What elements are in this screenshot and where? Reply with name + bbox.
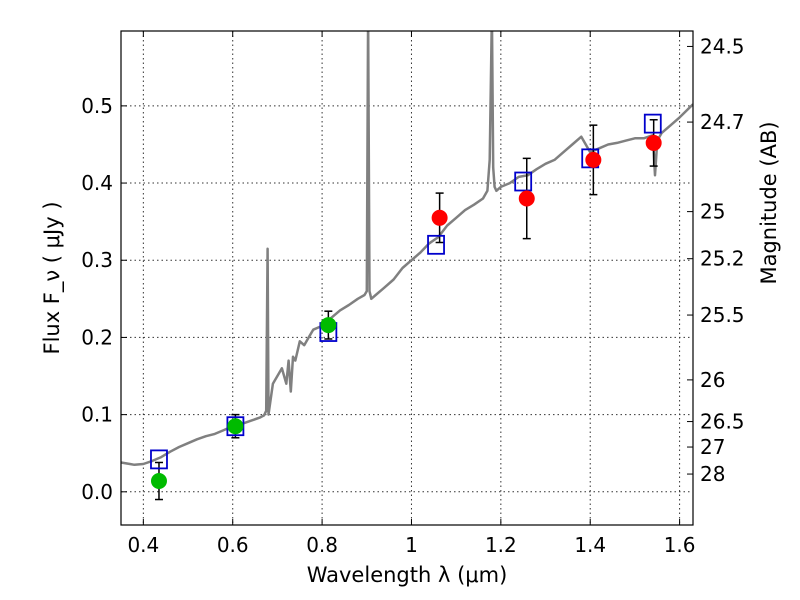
y-tick-label: 0.5 — [81, 94, 113, 118]
x-tick-label: 0.8 — [306, 533, 338, 557]
model-square — [514, 171, 533, 192]
plot-frame — [120, 30, 694, 526]
data-point — [518, 190, 535, 207]
right-tick-label: 26 — [700, 368, 725, 392]
model-square — [643, 113, 662, 134]
x-tick-label: 1.6 — [664, 533, 696, 557]
data-point — [585, 151, 602, 168]
plot-data — [121, 31, 693, 467]
y-tick-label: 0.1 — [81, 403, 113, 427]
data-point — [645, 134, 662, 151]
data-point — [320, 317, 337, 334]
data-point — [431, 209, 448, 226]
model-square — [427, 234, 445, 255]
x-tick-label: 1.4 — [574, 533, 606, 557]
right-axis-label: Magnitude (AB) — [757, 121, 781, 284]
grid-lines — [121, 31, 693, 525]
data-point — [227, 418, 244, 435]
right-tick-label: 24.7 — [700, 110, 745, 134]
model-square — [150, 449, 168, 470]
x-tick-label: 0.6 — [217, 533, 249, 557]
right-tick-label: 25.2 — [700, 247, 745, 271]
data-point — [150, 473, 167, 490]
y-tick-label: 0.2 — [81, 325, 113, 349]
right-tick-label: 25.5 — [700, 303, 745, 327]
y-tick-label: 0.0 — [81, 480, 113, 504]
x-tick-label: 0.4 — [127, 533, 159, 557]
right-tick-label: 28 — [700, 462, 725, 486]
right-tick-label: 25 — [700, 200, 725, 224]
right-tick-label: 27 — [700, 435, 725, 459]
right-tick-label: 26.5 — [700, 410, 745, 434]
data-points — [150, 113, 662, 490]
axis-ticks: 0.4 0.6 0.8 1 1.2 1.4 1.6 0.0 0.1 0.2 0.3 0.4 0.5 24.… — [81, 31, 745, 557]
right-tick-label: 24.5 — [700, 34, 745, 58]
y-tick-label: 0.4 — [81, 171, 113, 195]
x-axis-label: Wavelength λ (μm) — [307, 563, 508, 587]
x-tick-label: 1.2 — [485, 533, 517, 557]
x-tick-label: 1 — [405, 533, 418, 557]
y-tick-label: 0.3 — [81, 248, 113, 272]
spectrum-line — [121, 31, 693, 467]
y-axis-label: Flux F_ν ( μJy ) — [40, 201, 65, 354]
error-bars — [154, 119, 658, 501]
